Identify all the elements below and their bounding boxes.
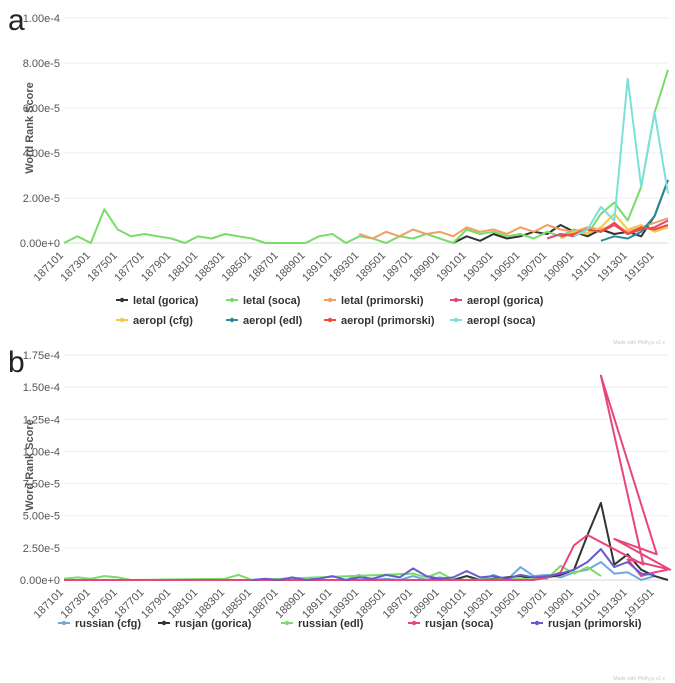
- y-tick-label: 4.00e-5: [23, 148, 60, 160]
- y-tick-label: 0.00e+0: [20, 238, 60, 250]
- legend-item[interactable]: letal (primorski): [324, 295, 424, 307]
- legend-label: letal (primorski): [341, 295, 424, 307]
- chart-panel-a: a Word Rank Score 0.00e+0 2.00e-5 4.00e-5 6…: [8, 4, 669, 346]
- legend-marker: [161, 620, 167, 626]
- legend-label: russian (edl): [298, 618, 364, 630]
- y-tick-label: 2.00e-5: [23, 193, 60, 205]
- y-tick-label: 0.00e+0: [20, 575, 60, 587]
- y-tick-label: 1.25e-4: [23, 414, 60, 426]
- legend-label: aeropl (gorica): [467, 295, 544, 307]
- legend-item[interactable]: russian (edl): [281, 618, 364, 630]
- gridlines-a: [64, 17, 668, 244]
- y-tick-label: 8.00e-5: [23, 58, 60, 70]
- legend-marker: [119, 317, 125, 323]
- x-tick-label: 190901: [542, 587, 576, 621]
- legend-item[interactable]: letal (gorica): [116, 295, 199, 307]
- x-tick-label: 191501: [622, 250, 656, 284]
- legend-marker: [534, 620, 540, 626]
- y-tick-label: 5.00e-5: [23, 511, 60, 523]
- legend-label: aeropl (edl): [243, 315, 303, 327]
- legend-marker: [229, 297, 235, 303]
- legend-a[interactable]: letal (gorica) letal (soca) letal (primors…: [116, 295, 544, 327]
- legend-label: rusjan (soca): [425, 618, 494, 630]
- legend-item[interactable]: russian (cfg): [58, 618, 141, 630]
- y-tick-labels-a: 0.00e+0 2.00e-5 4.00e-5 6.00e-5 8.00e-5 1.00e…: [20, 13, 60, 250]
- legend-label: letal (soca): [243, 295, 301, 307]
- legend-item[interactable]: aeropl (cfg): [116, 315, 193, 327]
- series-line-rusjan-primorski-: [251, 548, 655, 581]
- y-axis-label-b: Word Rank Score: [24, 419, 36, 511]
- y-tick-label: 2.50e-5: [23, 543, 60, 555]
- legend-label: aeropl (cfg): [133, 315, 193, 327]
- panel-letter-a: a: [8, 4, 25, 37]
- legend-marker: [119, 297, 125, 303]
- series-lines-b: [63, 374, 672, 581]
- chart-panel-b: b Word Rank Score 0.00e+0 2.50e-5 5.00e-5 7…: [8, 346, 672, 682]
- legend-marker: [411, 620, 417, 626]
- series-line-aeropl-primorski-: [560, 221, 669, 238]
- legend-marker: [327, 317, 333, 323]
- y-tick-labels-b: 0.00e+0 2.50e-5 5.00e-5 7.50e-5 1.00e-4 1.25e…: [20, 350, 60, 587]
- x-tick-labels-a: 1871011873011875011877011879011881011883…: [32, 250, 657, 284]
- x-tick-label: 191501: [622, 587, 656, 621]
- credit-b: Made with Plotly.js v1.x: [613, 676, 665, 682]
- panel-letter-b: b: [8, 346, 25, 379]
- x-tick-label: 190901: [542, 250, 576, 284]
- y-tick-label: 1.00e-4: [23, 446, 60, 458]
- legend-label: aeropl (primorski): [341, 315, 435, 327]
- legend-item[interactable]: rusjan (soca): [408, 618, 494, 630]
- legend-marker: [284, 620, 290, 626]
- legend-item[interactable]: aeropl (soca): [450, 315, 536, 327]
- legend-marker: [61, 620, 67, 626]
- legend-label: russian (cfg): [75, 618, 141, 630]
- credit-a: Made with Plotly.js v1.x: [613, 340, 665, 346]
- legend-b[interactable]: russian (cfg) rusjan (gorica) russian (edl…: [58, 618, 642, 630]
- legend-marker: [453, 317, 459, 323]
- y-tick-label: 6.00e-5: [23, 103, 60, 115]
- legend-item[interactable]: rusjan (gorica): [158, 618, 252, 630]
- legend-label: rusjan (gorica): [175, 618, 252, 630]
- legend-item[interactable]: rusjan (primorski): [531, 618, 642, 630]
- y-tick-label: 1.00e-4: [23, 13, 60, 25]
- y-tick-label: 7.50e-5: [23, 479, 60, 491]
- x-tick-labels-b: 1871011873011875011877011879011881011883…: [32, 587, 657, 621]
- series-line-aeropl-soca-: [573, 77, 669, 238]
- series-line-rusjan-soca-: [64, 374, 672, 581]
- legend-marker: [327, 297, 333, 303]
- gridlines-b: [64, 354, 668, 581]
- y-tick-label: 1.75e-4: [23, 350, 60, 362]
- series-lines-a: [63, 69, 669, 244]
- legend-label: aeropl (soca): [467, 315, 536, 327]
- series-line-letal-soca-: [63, 69, 669, 244]
- legend-label: letal (gorica): [133, 295, 199, 307]
- series-line-aeropl-edl-: [600, 179, 669, 242]
- legend-marker: [229, 317, 235, 323]
- y-axis-label-a: Word Rank Score: [24, 82, 36, 174]
- legend-item[interactable]: aeropl (primorski): [324, 315, 435, 327]
- legend-label: rusjan (primorski): [548, 618, 642, 630]
- legend-item[interactable]: letal (soca): [226, 295, 301, 307]
- y-tick-label: 1.50e-4: [23, 382, 60, 394]
- legend-item[interactable]: aeropl (gorica): [450, 295, 544, 307]
- legend-item[interactable]: aeropl (edl): [226, 315, 303, 327]
- legend-marker: [453, 297, 459, 303]
